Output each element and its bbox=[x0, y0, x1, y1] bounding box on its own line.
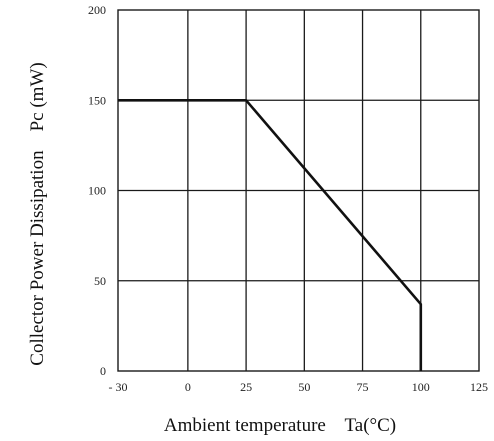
x-tick-label: 100 bbox=[412, 380, 430, 394]
y-tick-label: 150 bbox=[88, 93, 106, 107]
x-tick-label: 50 bbox=[298, 380, 310, 394]
y-tick-label: 50 bbox=[94, 274, 106, 288]
x-tick-label: - 30 bbox=[109, 380, 128, 394]
x-axis-title: Ambient temperature Ta(°C) bbox=[164, 415, 396, 436]
y-tick-label: 0 bbox=[100, 364, 106, 378]
series-line bbox=[118, 99, 423, 371]
grid bbox=[118, 10, 479, 371]
y-tick-label: 200 bbox=[88, 3, 106, 17]
plot-frame bbox=[117, 9, 480, 372]
x-tick-labels: - 30 0 25 50 75 100 125 bbox=[109, 380, 489, 394]
y-axis-title: Collector Power Dissipation Pc (mW) bbox=[27, 62, 48, 365]
y-tick-label: 100 bbox=[88, 184, 106, 198]
x-tick-label: 125 bbox=[470, 380, 488, 394]
x-tick-label: 75 bbox=[357, 380, 369, 394]
x-tick-label: 25 bbox=[240, 380, 252, 394]
x-tick-label: 0 bbox=[185, 380, 191, 394]
y-tick-labels: 0 50 100 150 200 bbox=[88, 3, 106, 378]
